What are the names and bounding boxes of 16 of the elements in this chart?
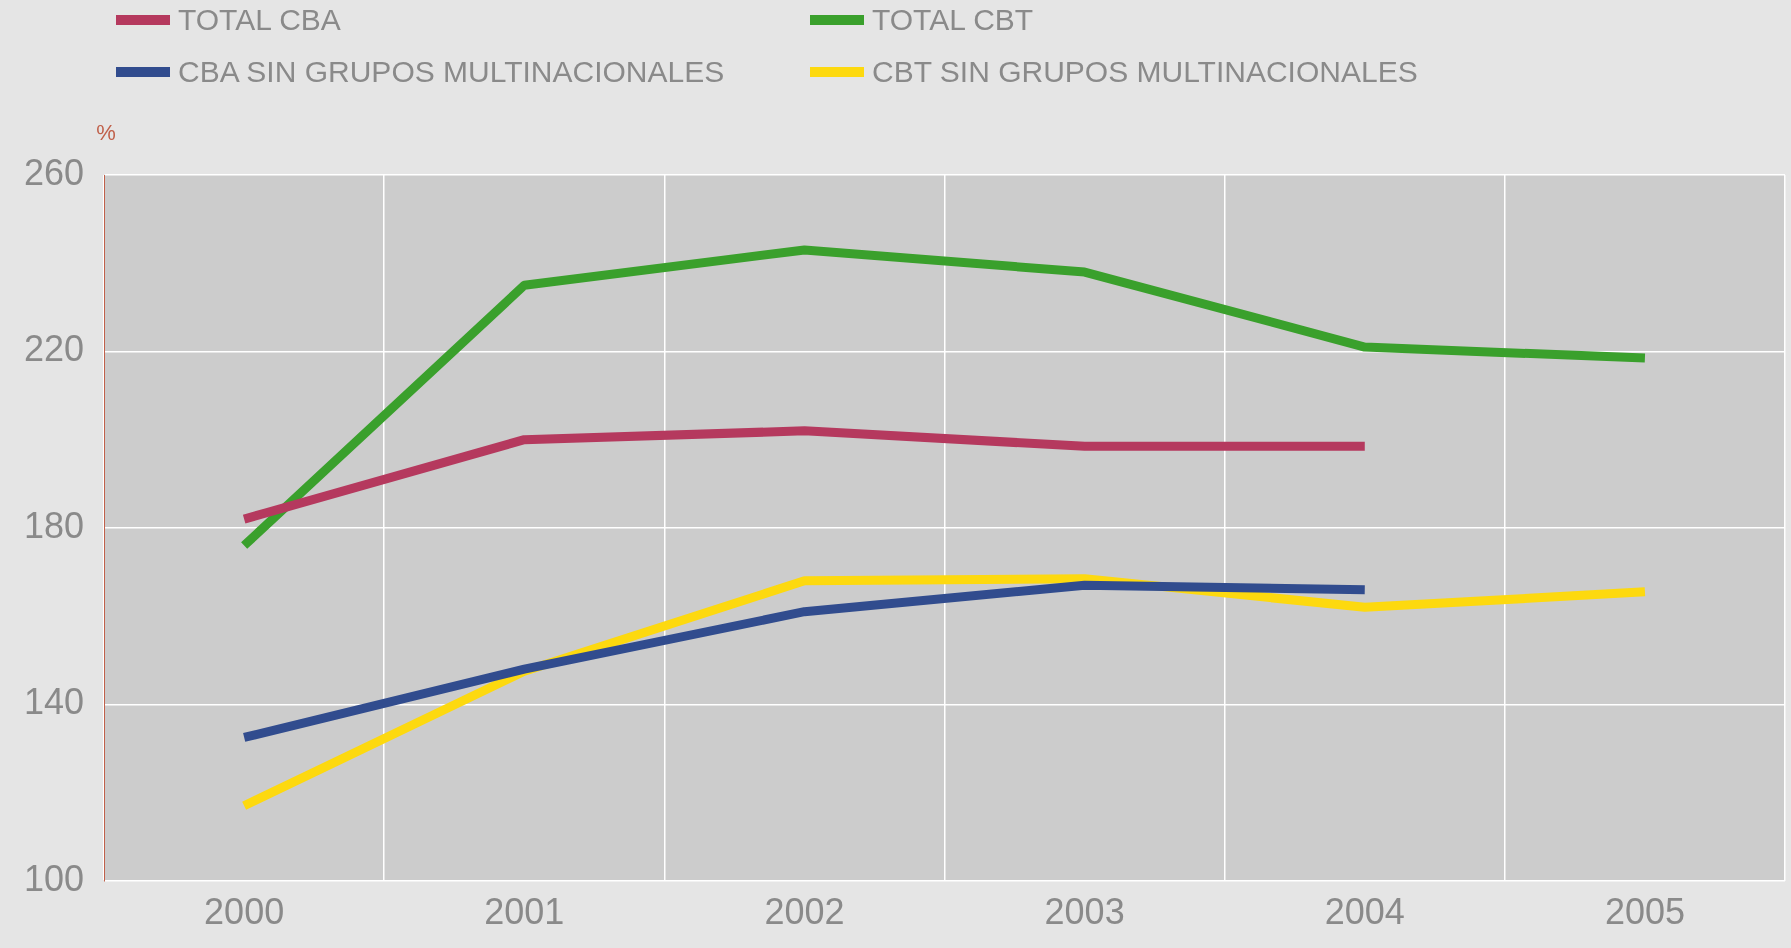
x-tick-label: 2001: [484, 891, 565, 933]
x-tick-label: 2005: [1604, 891, 1685, 933]
x-tick-label: 2000: [204, 891, 285, 933]
x-tick-label: 2004: [1324, 891, 1405, 933]
y-tick-label: 100: [23, 857, 85, 899]
legend-label: TOTAL CBA: [178, 2, 341, 38]
legend-label: CBA SIN GRUPOS MULTINACIONALES: [178, 54, 725, 90]
y-tick-label: 220: [23, 328, 85, 370]
legend-label: TOTAL CBT: [872, 2, 1034, 38]
y-tick-label: 140: [23, 681, 85, 723]
y-tick-label: 260: [23, 151, 85, 193]
y-tick-label: 180: [23, 504, 85, 546]
x-tick-label: 2003: [1044, 891, 1125, 933]
legend-label: CBT SIN GRUPOS MULTINACIONALES: [872, 54, 1418, 90]
x-tick-label: 2002: [764, 891, 845, 933]
y-axis-title: %: [96, 120, 116, 146]
